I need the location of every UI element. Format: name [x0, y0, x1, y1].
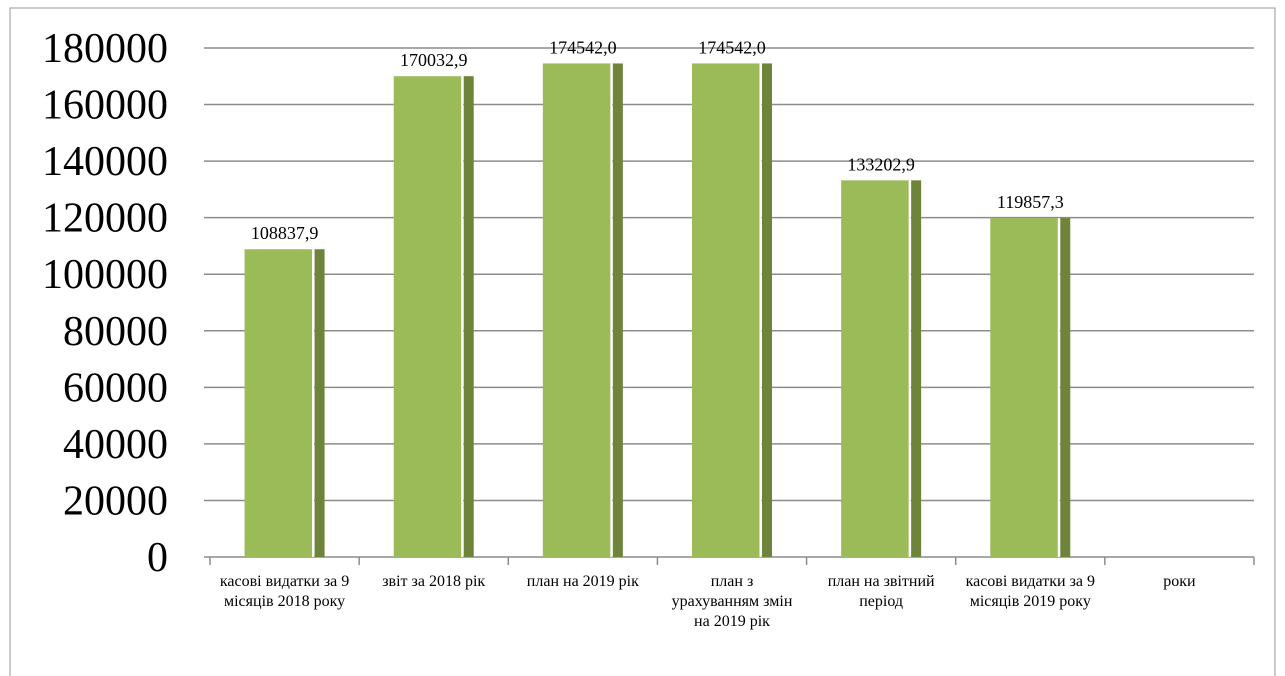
- bar: [393, 76, 462, 557]
- x-tick-label: план на 2019 рік: [526, 573, 639, 590]
- data-label: 174542,0: [698, 37, 766, 57]
- y-tick-label: 140000: [42, 139, 168, 185]
- y-tick-label: 100000: [42, 252, 168, 298]
- bar: [244, 249, 313, 558]
- x-tick-label: план на звітний період: [827, 573, 935, 610]
- y-tick-label: 180000: [42, 26, 168, 72]
- bar-side: [314, 249, 325, 558]
- bar: [692, 63, 760, 557]
- data-label: 119857,3: [997, 192, 1064, 212]
- y-tick-label: 80000: [63, 309, 168, 355]
- bar: [542, 63, 611, 557]
- data-label: 170032,9: [400, 50, 468, 70]
- y-tick-label: 20000: [63, 478, 168, 524]
- data-label: 133202,9: [847, 154, 915, 174]
- x-tick-label: план з урахуванням змін на 2019 рік: [671, 573, 793, 630]
- data-label: 108837,9: [251, 223, 319, 243]
- bar-side: [612, 63, 623, 557]
- y-tick-label: 60000: [63, 365, 168, 411]
- data-label: 174542,0: [549, 37, 617, 57]
- y-tick-label: 40000: [63, 422, 168, 468]
- x-tick-label: касові видатки за 9 місяців 2019 року: [965, 573, 1095, 610]
- bar: [841, 180, 910, 558]
- chart-frame: [9, 7, 1276, 676]
- bar-side: [911, 180, 922, 558]
- x-tick-label: звіт за 2018 рік: [382, 573, 486, 590]
- bar-side: [1060, 218, 1071, 557]
- y-tick-label: 0: [147, 535, 168, 581]
- x-tick-label: роки: [1163, 573, 1196, 590]
- bar: [990, 218, 1059, 557]
- y-tick-label: 120000: [42, 196, 168, 242]
- bar-side: [762, 63, 772, 557]
- y-tick-label: 160000: [42, 83, 168, 129]
- x-tick-label: касові видатки за 9 місяців 2018 року: [219, 573, 350, 610]
- bar-side: [463, 76, 474, 557]
